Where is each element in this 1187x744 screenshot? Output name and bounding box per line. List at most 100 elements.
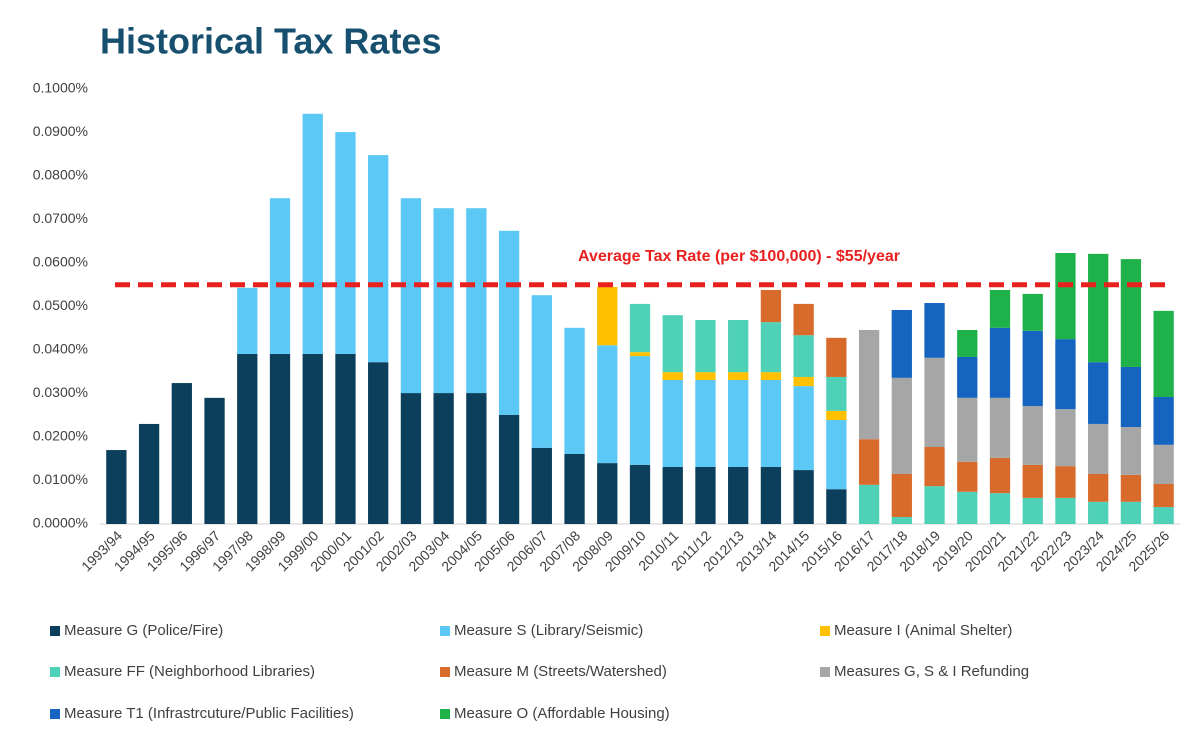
bar-segment <box>1120 259 1142 367</box>
bar-segment <box>989 397 1011 458</box>
bar-segment <box>1022 406 1043 465</box>
bar-segment <box>368 362 389 524</box>
bar-segment <box>662 467 683 524</box>
bar-segment <box>597 286 618 346</box>
bar-segment <box>564 327 585 454</box>
bar-segment <box>237 353 258 524</box>
bar-segment <box>924 357 945 448</box>
legend-label: Measure G (Police/Fire) <box>64 622 223 639</box>
bar-segment <box>957 356 978 398</box>
bar-segment <box>728 319 749 373</box>
y-tick-label: 0.0900% <box>33 123 88 139</box>
bar-segment <box>793 335 814 377</box>
bar-segment <box>368 155 389 363</box>
bar-segment <box>989 457 1011 494</box>
y-tick-label: 0.0700% <box>33 210 88 226</box>
legend-label: Measure O (Affordable Housing) <box>454 705 670 722</box>
y-tick-label: 0.0000% <box>33 515 88 531</box>
bar-segment <box>1153 444 1174 484</box>
bar-segment <box>957 491 978 524</box>
bar-segment <box>1153 310 1174 397</box>
bar-segment <box>171 383 192 524</box>
bar-segment <box>1055 409 1076 467</box>
bar-segment <box>629 356 651 465</box>
bar-segment <box>793 386 814 471</box>
bar-segment <box>695 372 716 381</box>
bar-segment <box>989 493 1011 524</box>
bar-segment <box>1022 497 1043 524</box>
legend-label: Measure FF (Neighborhood Libraries) <box>64 663 315 680</box>
bar-segment <box>891 377 912 474</box>
bar-segment <box>924 447 945 487</box>
y-tick-label: 0.0600% <box>33 254 88 270</box>
bar-segment <box>1055 252 1076 340</box>
bar-segment <box>597 463 618 524</box>
bar-segment <box>531 295 552 448</box>
bar-segment <box>957 461 978 492</box>
bar-segment <box>1022 330 1043 407</box>
bar-segment <box>138 423 160 524</box>
bar-segment <box>400 393 422 524</box>
bar-segment <box>1088 423 1109 474</box>
bar-segment <box>826 489 847 524</box>
y-tick-label: 0.0400% <box>33 341 88 357</box>
bar-segment <box>728 372 749 381</box>
bar-segment <box>858 484 880 524</box>
bar-segment <box>629 464 651 524</box>
bar-segment <box>302 353 323 524</box>
bar-segment <box>204 397 225 524</box>
bar-segment <box>629 352 651 357</box>
bar-segment <box>793 376 814 387</box>
bar-segment <box>760 467 782 524</box>
bar-segment <box>1022 293 1043 331</box>
bar-segment <box>1088 501 1109 524</box>
bar-segment <box>989 327 1011 398</box>
y-tick-label: 0.0100% <box>33 471 88 487</box>
bar-segment <box>466 208 487 394</box>
legend-swatch <box>440 667 450 677</box>
legend-label: Measure I (Animal Shelter) <box>834 622 1012 639</box>
bar-segment <box>1022 464 1043 498</box>
bar-segment <box>760 289 782 323</box>
bar-segment <box>826 420 847 490</box>
bar-segment <box>1055 466 1076 498</box>
bar-segment <box>433 208 454 394</box>
bar-segment <box>957 329 978 357</box>
bar-segment <box>760 380 782 468</box>
bar-segment <box>793 470 814 524</box>
legend-swatch <box>440 709 450 719</box>
bar-segment <box>891 309 912 378</box>
legend-label: Measure M (Streets/Watershed) <box>454 663 667 680</box>
bar-segment <box>1120 366 1142 427</box>
bar-segment <box>1153 396 1174 445</box>
bar-segment <box>335 353 356 524</box>
y-tick-label: 0.0800% <box>33 167 88 183</box>
bar-segment <box>269 353 291 524</box>
bar-segment <box>237 287 258 354</box>
bar-segment <box>1120 426 1142 475</box>
bar-segment <box>433 393 454 524</box>
bar-segment <box>597 345 618 464</box>
bar-segment <box>760 322 782 373</box>
legend-label: Measure T1 (Infrastrcuture/Public Facili… <box>64 705 354 722</box>
bar-segment <box>269 198 291 354</box>
bar-segment <box>400 198 422 394</box>
bar-segment <box>498 230 520 415</box>
legend-swatch <box>440 626 450 636</box>
bar-segment <box>826 337 847 377</box>
chart-title: Historical Tax Rates <box>100 21 441 62</box>
bar-segment <box>662 372 683 381</box>
bar-segment <box>531 447 552 524</box>
bar-segment <box>466 393 487 524</box>
legend-swatch <box>50 709 60 719</box>
bar-segment <box>1120 474 1142 502</box>
bar-segment <box>826 376 847 411</box>
bar-segment <box>760 372 782 381</box>
bar-segment <box>335 132 356 354</box>
bar-segment <box>924 486 945 524</box>
bar-segment <box>891 517 912 524</box>
bar-segment <box>695 319 716 373</box>
bar-segment <box>498 414 520 524</box>
bar-segment <box>1055 497 1076 524</box>
